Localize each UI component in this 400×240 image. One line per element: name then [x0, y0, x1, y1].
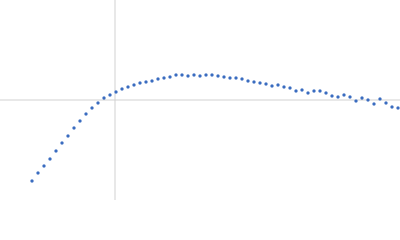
data-point [150, 79, 154, 83]
chart [0, 0, 400, 200]
data-point [78, 119, 82, 123]
data-point [216, 74, 220, 78]
data-point [66, 134, 70, 138]
data-point [156, 77, 160, 81]
data-point [372, 102, 376, 106]
data-point [354, 99, 358, 103]
data-point [276, 83, 280, 87]
data-point [318, 89, 322, 93]
data-point [144, 80, 148, 84]
data-point [252, 80, 256, 84]
data-point [378, 97, 382, 101]
data-point [312, 89, 316, 93]
data-point [84, 112, 88, 116]
data-point [366, 98, 370, 102]
data-point [108, 93, 112, 97]
data-point [240, 77, 244, 81]
data-point [288, 86, 292, 90]
data-point [192, 73, 196, 77]
data-point [138, 81, 142, 85]
data-point [180, 73, 184, 77]
data-point [90, 106, 94, 110]
data-point [294, 89, 298, 93]
data-point [96, 101, 100, 105]
data-point [258, 81, 262, 85]
data-point [198, 74, 202, 78]
data-point [222, 75, 226, 79]
data-point [360, 96, 364, 100]
data-point [36, 171, 40, 175]
data-point [330, 94, 334, 98]
data-point [132, 83, 136, 87]
data-point [396, 106, 400, 110]
data-point [72, 126, 76, 130]
data-point [126, 85, 130, 89]
data-point [174, 73, 178, 77]
data-point [102, 96, 106, 100]
data-point [390, 105, 394, 109]
data-point [204, 73, 208, 77]
data-point [162, 76, 166, 80]
data-point [264, 82, 268, 86]
data-point [342, 93, 346, 97]
data-point [270, 84, 274, 88]
data-point [348, 95, 352, 99]
data-point [114, 90, 118, 94]
data-point [300, 88, 304, 92]
data-point [246, 79, 250, 83]
data-point [120, 87, 124, 91]
data-point [384, 101, 388, 105]
data-point [282, 85, 286, 89]
data-point [42, 164, 46, 168]
data-point [60, 141, 64, 145]
data-point [210, 73, 214, 77]
data-point [54, 149, 58, 153]
data-point [234, 76, 238, 80]
data-point [228, 76, 232, 80]
data-point [48, 157, 52, 161]
data-point [306, 91, 310, 95]
data-point [168, 75, 172, 79]
data-point [30, 179, 34, 183]
data-point [336, 95, 340, 99]
data-point [324, 91, 328, 95]
data-point [186, 74, 190, 78]
